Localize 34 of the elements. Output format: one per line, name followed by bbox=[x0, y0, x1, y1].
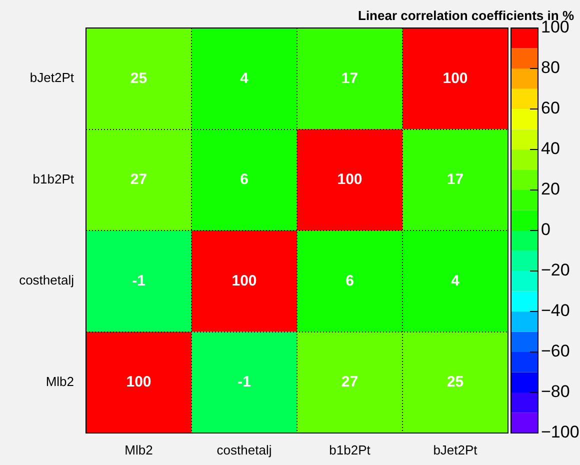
y-tick-label: b1b2Pt bbox=[32, 171, 74, 186]
data-label: 6 bbox=[240, 171, 248, 188]
x-tick-label: bJet2Pt bbox=[433, 442, 478, 458]
data-label: 25 bbox=[446, 374, 464, 391]
color-bar-label: −40 bbox=[541, 301, 570, 320]
y-tick-label: Mlb2 bbox=[46, 374, 74, 389]
data-label: -1 bbox=[238, 374, 251, 391]
color-bar-label: −80 bbox=[541, 382, 570, 402]
y-tick-label: bJet2Pt bbox=[30, 70, 74, 86]
data-label: -1 bbox=[132, 272, 146, 290]
data-label: 27 bbox=[341, 374, 358, 391]
data-label: 4 bbox=[240, 70, 250, 87]
data-label: 100 bbox=[337, 171, 362, 188]
data-label: 100 bbox=[232, 272, 257, 290]
data-label: 27 bbox=[130, 171, 148, 188]
data-label: 25 bbox=[130, 70, 148, 87]
color-bar-label: 20 bbox=[541, 180, 560, 199]
color-bar-label: 40 bbox=[541, 139, 560, 158]
data-label: 100 bbox=[126, 374, 152, 391]
color-bar-label: 80 bbox=[541, 58, 560, 78]
data-label: 17 bbox=[446, 171, 464, 188]
color-bar-label: 60 bbox=[541, 98, 560, 118]
x-tick-label: costhetalj bbox=[216, 442, 272, 458]
data-label: 17 bbox=[341, 70, 358, 87]
data-label: 6 bbox=[346, 272, 354, 290]
color-bar-label: −100 bbox=[541, 422, 580, 442]
color-bar-label: −20 bbox=[541, 260, 570, 280]
x-tick-label: b1b2Pt bbox=[329, 442, 371, 458]
color-bar-label: 0 bbox=[541, 220, 550, 240]
x-tick-label: Mlb2 bbox=[124, 442, 153, 458]
y-tick-label: costhetalj bbox=[19, 272, 74, 288]
data-label: 4 bbox=[451, 272, 460, 290]
data-label: 100 bbox=[442, 70, 468, 87]
color-bar-label: −60 bbox=[541, 342, 570, 361]
